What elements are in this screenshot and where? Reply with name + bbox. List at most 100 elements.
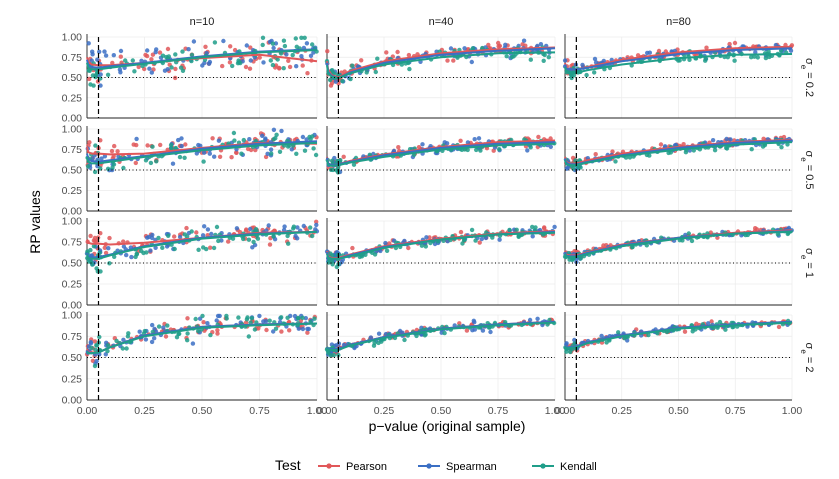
data-point [130, 58, 135, 63]
trend-line-kendall [564, 321, 793, 350]
data-point [107, 261, 112, 266]
data-point [92, 363, 98, 369]
data-point [221, 38, 226, 44]
data-point [613, 159, 618, 164]
data-point [313, 152, 319, 158]
data-point [123, 58, 128, 63]
legend-entry-pearson: Pearson [318, 461, 387, 473]
trend-line-spearman [564, 47, 793, 71]
data-point [214, 224, 220, 230]
data-point [201, 150, 207, 155]
data-point [396, 145, 401, 150]
data-point [216, 238, 221, 244]
data-point [189, 52, 195, 58]
data-point [263, 319, 269, 324]
legend-title: Test [275, 457, 301, 473]
trend-line-kendall [326, 142, 556, 167]
data-point [616, 330, 621, 335]
data-point [691, 148, 696, 153]
data-point [299, 54, 304, 59]
data-point [183, 142, 188, 147]
data-point [503, 42, 508, 47]
data-point [189, 229, 194, 234]
data-point [196, 328, 201, 334]
data-point [496, 44, 501, 49]
data-point [150, 232, 155, 238]
data-point [723, 327, 728, 332]
data-point [267, 242, 273, 247]
data-point [251, 239, 256, 245]
data-point [350, 245, 355, 251]
x-tick-label: 0.50 [431, 405, 452, 417]
data-point [149, 57, 154, 62]
data-point [217, 154, 223, 159]
data-point [395, 49, 400, 55]
trend-line-pearson [326, 46, 556, 79]
data-point [372, 340, 377, 345]
data-point [152, 336, 157, 341]
data-point [257, 313, 262, 319]
data-point [458, 229, 464, 235]
data-point [593, 60, 599, 65]
data-point [267, 318, 272, 323]
data-point [186, 47, 191, 52]
data-point [497, 237, 502, 242]
data-point [234, 150, 239, 155]
data-point [194, 151, 199, 156]
data-point [111, 53, 117, 58]
data-point [153, 245, 158, 250]
legend-entry-kendall: Kendall [532, 461, 597, 473]
data-point [291, 224, 297, 229]
data-point [351, 162, 357, 167]
data-point [112, 254, 117, 259]
trend-line-kendall [86, 230, 318, 260]
data-point [105, 72, 111, 78]
data-point [285, 233, 290, 239]
data-point [88, 82, 93, 87]
data-point [111, 162, 117, 167]
trend-line-kendall [86, 49, 318, 71]
trend-line-kendall [326, 51, 556, 80]
data-point [666, 150, 671, 156]
data-point [601, 243, 606, 248]
data-point [142, 328, 147, 334]
data-point [328, 83, 334, 88]
data-point [464, 328, 470, 333]
data-point [727, 41, 732, 47]
data-point [308, 53, 314, 58]
axes: p−value (original sample) RP values 0.00… [27, 32, 802, 435]
data-point [95, 57, 100, 62]
data-point [227, 60, 233, 65]
data-point [682, 329, 688, 334]
data-point [179, 136, 184, 141]
legend-key-point [540, 463, 546, 469]
col-strip-label: n=10 [190, 16, 215, 28]
data-point [300, 326, 306, 332]
data-point [305, 330, 310, 335]
data-point [542, 52, 547, 58]
data-point [275, 57, 280, 62]
data-point [247, 66, 253, 71]
data-point [469, 227, 475, 233]
data-point [177, 331, 182, 336]
data-point [269, 151, 274, 156]
y-tick-label: 0.75 [62, 331, 83, 343]
data-point [230, 236, 236, 241]
data-point [260, 35, 266, 40]
data-point [161, 325, 166, 330]
data-point [208, 332, 213, 338]
data-point [300, 315, 305, 320]
data-point [527, 317, 533, 323]
panel-r2-c2 [325, 126, 557, 212]
data-point [118, 54, 124, 59]
data-point [248, 58, 253, 63]
data-point [160, 53, 166, 58]
data-point [229, 155, 234, 160]
data-point [472, 137, 477, 142]
data-point [763, 55, 769, 61]
data-point [290, 52, 295, 58]
data-point [469, 59, 474, 65]
data-point [279, 128, 284, 134]
data-point [314, 222, 319, 228]
data-point [124, 346, 129, 351]
